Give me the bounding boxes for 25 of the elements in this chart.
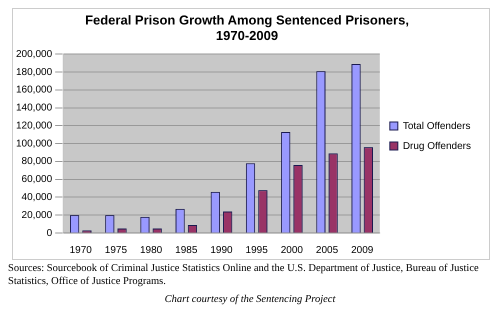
y-tick-label: 140,000 <box>16 102 53 114</box>
y-tick-label: 40,000 <box>22 192 53 203</box>
source-note: Sources: Sourcebook of Criminal Justice Statistics Online and the U.S. Department of Justice, Bureau of Justice Statistics, Office of Justice Programs. <box>8 263 480 288</box>
y-tick-label: 80,000 <box>22 156 53 168</box>
x-tick-label: 1995 <box>246 244 268 256</box>
x-tick-label: 1990 <box>210 244 234 256</box>
x-tick-label: 1970 <box>70 244 92 256</box>
y-tick-label: 200,000 <box>16 48 53 60</box>
y-tick-label: 120,000 <box>16 120 53 132</box>
y-tick-label: 180,000 <box>16 66 53 78</box>
x-tick-label: 2009 <box>351 244 374 256</box>
y-tick-label: 60,000 <box>22 174 53 186</box>
legend-label: Total Offenders <box>402 120 470 132</box>
x-tick-label: 2005 <box>316 244 339 256</box>
y-tick-label: 20,000 <box>22 210 53 221</box>
chart-title: Federal Prison Growth Among Sentenced Prisoners, 1970-2009 <box>85 12 409 43</box>
text: Chart courtesy of the Sentencing Project <box>164 294 336 306</box>
x-tick-label: 1975 <box>104 244 128 256</box>
legend-label: Drug Offenders <box>402 140 472 152</box>
y-tick-label: 160,000 <box>16 84 53 96</box>
y-tick-label: 0 <box>46 228 53 239</box>
x-tick-label: 1980 <box>140 244 163 256</box>
y-tick-label: 100,000 <box>16 138 53 150</box>
x-tick-label: 2000 <box>280 244 304 256</box>
x-tick-label: 1985 <box>175 244 198 256</box>
